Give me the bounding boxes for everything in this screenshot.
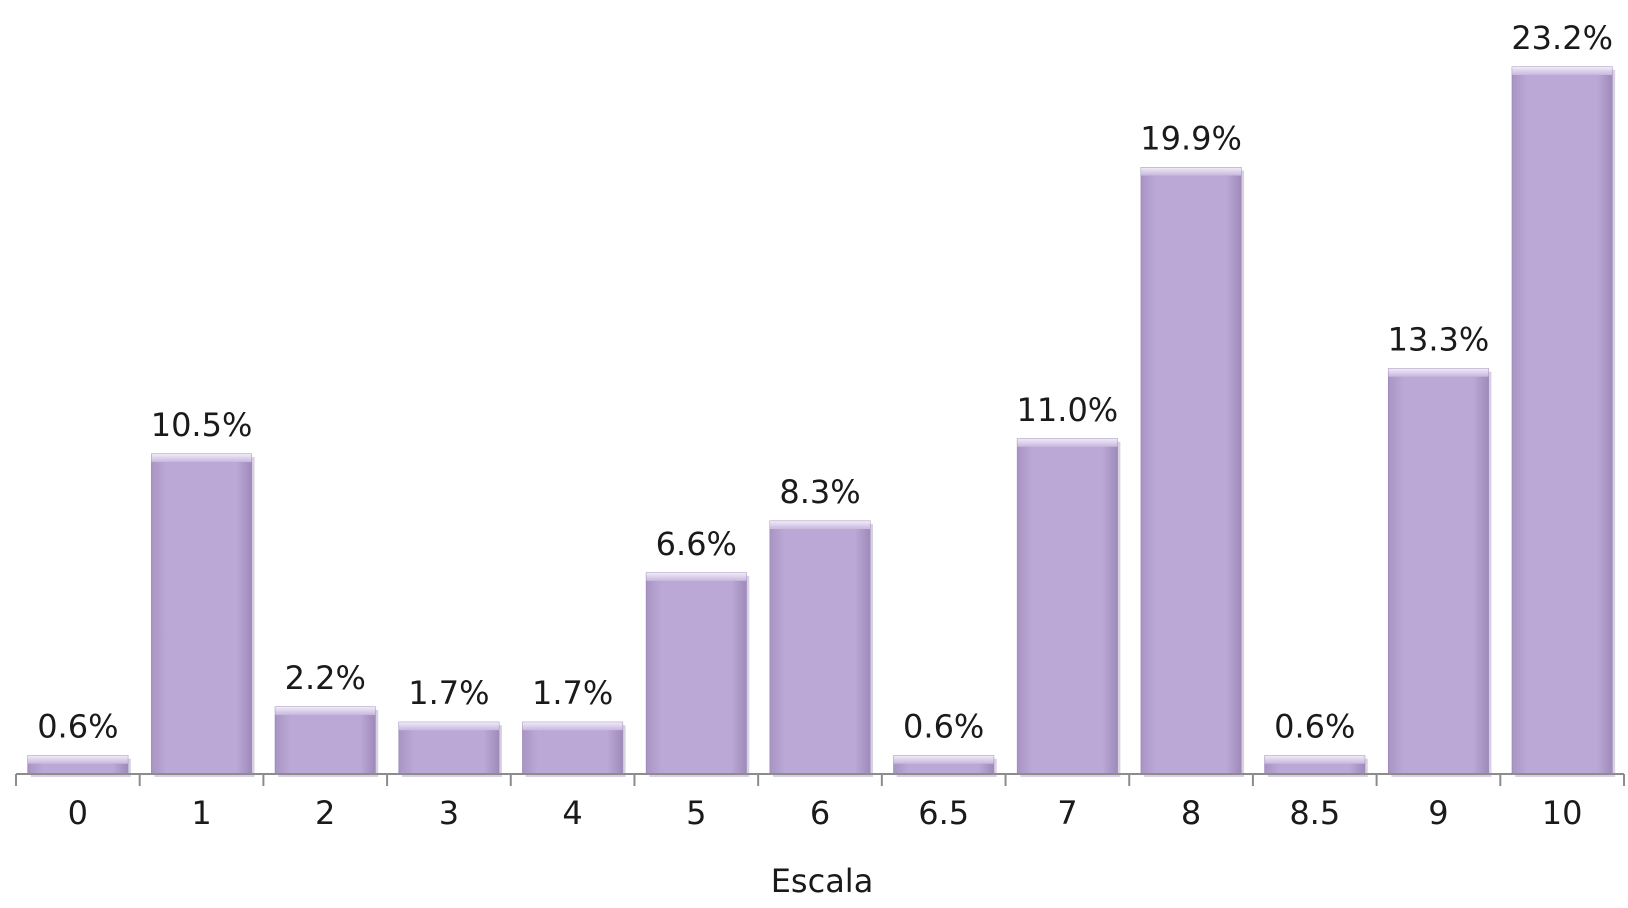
data-label: 11.0%	[1017, 391, 1119, 429]
bar-4	[522, 721, 624, 775]
bar-7	[1016, 438, 1118, 775]
x-tick-label: 4	[562, 794, 582, 832]
bar-cap	[398, 722, 499, 731]
data-label: 13.3%	[1388, 321, 1490, 359]
data-label: 0.6%	[903, 708, 984, 746]
data-label: 10.5%	[151, 406, 253, 444]
data-label: 8.3%	[779, 473, 860, 511]
data-label: 0.6%	[1274, 708, 1355, 746]
data-label: 1.7%	[532, 674, 613, 712]
bar-cap	[893, 755, 994, 764]
bars-layer	[27, 66, 1616, 778]
x-tick-label: 10	[1542, 794, 1583, 832]
x-tick-label: 8.5	[1289, 794, 1340, 832]
bar-cap	[1017, 438, 1118, 447]
x-tick-label: 6	[810, 794, 830, 832]
x-tick-label: 3	[439, 794, 459, 832]
x-tick-label: 8	[1181, 794, 1201, 832]
bar-cap	[151, 454, 252, 463]
x-tick-label: 7	[1057, 794, 1077, 832]
bar-2	[274, 706, 376, 775]
data-label: 19.9%	[1140, 120, 1242, 158]
bar-cap	[27, 755, 128, 764]
bar-cap	[1264, 755, 1365, 764]
bar-cap	[770, 521, 870, 530]
bar-cap	[522, 722, 623, 731]
data-labels-layer: 0.6% 10.5% 2.2% 1.7% 1.7% 6.6% 8.3% 0.6% 11.0% 19…	[37, 19, 1613, 746]
x-tick-label: 6.5	[918, 794, 969, 832]
bar-5	[645, 572, 747, 775]
bar-cap	[1512, 67, 1613, 75]
x-tick-label: 1	[191, 794, 211, 832]
data-label: 1.7%	[408, 674, 489, 712]
x-axis: 0 1 2 3 4 5 6 6.5 7 8 8.5 9 10	[15, 773, 1625, 832]
x-tick-label: 0	[68, 794, 88, 832]
x-tick-label: 2	[315, 794, 335, 832]
data-label: 0.6%	[37, 708, 118, 746]
bar-cap	[1141, 167, 1242, 176]
bar-cap	[1388, 368, 1489, 377]
x-tick-label: 5	[686, 794, 706, 832]
bar-8	[1140, 167, 1242, 775]
bar-6	[769, 520, 871, 775]
bar-cap	[275, 706, 376, 715]
data-label: 23.2%	[1511, 19, 1613, 57]
data-label: 2.2%	[285, 659, 366, 697]
bar-10	[1511, 66, 1613, 775]
data-label: 6.6%	[656, 525, 737, 563]
bar-cap	[646, 572, 747, 581]
bar-1	[151, 453, 253, 775]
bar-9	[1387, 368, 1489, 775]
x-tick-label: 9	[1428, 794, 1448, 832]
x-axis-title: Escala	[771, 862, 874, 900]
